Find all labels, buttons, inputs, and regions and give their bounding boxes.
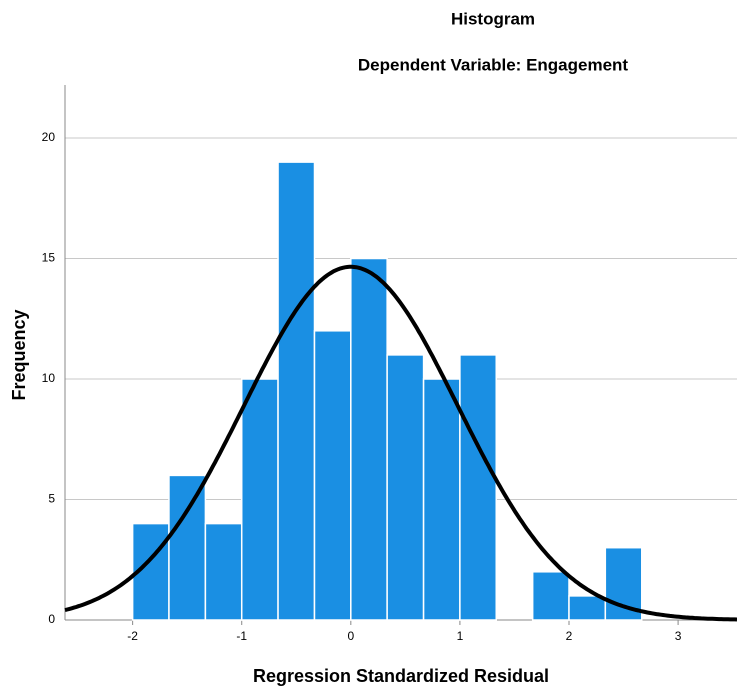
y-tick-label: 20	[42, 130, 56, 144]
y-tick-label: 0	[48, 612, 55, 626]
x-tick-label: 2	[566, 629, 573, 643]
x-tick-label: -2	[127, 629, 138, 643]
bar	[422, 378, 461, 621]
x-tick-label: 0	[347, 629, 354, 643]
x-tick-label: -1	[236, 629, 247, 643]
bar	[531, 571, 570, 621]
bar	[204, 522, 243, 621]
bar	[277, 161, 316, 621]
bar	[568, 595, 607, 621]
chart-subtitle: Dependent Variable: Engagement	[358, 55, 629, 74]
bar	[240, 378, 279, 621]
y-tick-label: 5	[48, 492, 55, 506]
bar	[313, 330, 352, 621]
x-tick-label: 1	[457, 629, 464, 643]
bar	[386, 354, 425, 621]
bar	[168, 474, 207, 621]
y-axis-label: Frequency	[9, 309, 29, 400]
x-tick-label: 3	[675, 629, 682, 643]
chart-title: Histogram	[451, 9, 535, 28]
x-axis-label: Regression Standardized Residual	[253, 666, 549, 686]
normal-curve	[64, 264, 737, 622]
y-tick-label: 10	[42, 371, 56, 385]
y-tick-label: 15	[42, 251, 56, 265]
bar	[459, 354, 497, 621]
bar	[350, 257, 388, 621]
